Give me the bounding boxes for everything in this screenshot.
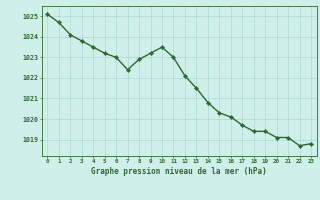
X-axis label: Graphe pression niveau de la mer (hPa): Graphe pression niveau de la mer (hPa)	[91, 167, 267, 176]
